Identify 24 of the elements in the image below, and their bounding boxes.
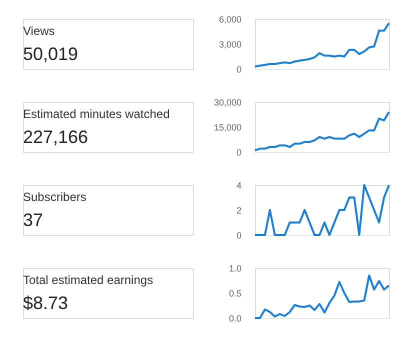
y-tick-label: 15,000 (214, 122, 242, 132)
line-series (254, 111, 390, 152)
line-series (254, 184, 390, 236)
text: Subscribers (23, 190, 86, 204)
y-tick-label: 0.5 (228, 288, 242, 298)
text: 50,019 (23, 44, 78, 64)
y-tick-label: 2 (236, 206, 242, 216)
text: Total estimated earnings (23, 273, 154, 287)
text: $8.73 (23, 293, 68, 313)
text: 227,166 (23, 127, 88, 147)
y-tick-label: 30,000 (214, 98, 242, 108)
y-tick-label: 6,000 (218, 14, 242, 24)
line-series (254, 22, 390, 68)
y-tick-label: 4 (236, 180, 242, 190)
y-tick-label: 0.0 (228, 314, 242, 324)
text: Estimated minutes watched (23, 107, 170, 121)
text: 37 (23, 210, 44, 230)
y-tick-label: 0 (236, 230, 242, 240)
y-tick-label: 0 (236, 64, 242, 74)
y-tick-label: 0 (236, 148, 242, 158)
y-tick-label: 3,000 (218, 40, 242, 50)
text: Views (23, 24, 55, 38)
line-series (254, 274, 390, 319)
y-tick-label: 1.0 (228, 264, 242, 274)
